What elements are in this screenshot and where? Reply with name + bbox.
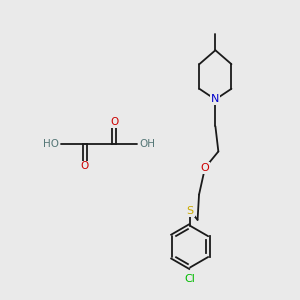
- Text: Cl: Cl: [185, 274, 196, 284]
- Text: HO: HO: [43, 139, 59, 149]
- Text: O: O: [110, 117, 118, 127]
- Text: O: O: [201, 163, 209, 173]
- Text: OH: OH: [140, 139, 156, 149]
- Text: S: S: [187, 206, 194, 216]
- Text: H: H: [52, 139, 59, 149]
- Text: N: N: [211, 94, 220, 104]
- Text: O: O: [80, 161, 89, 171]
